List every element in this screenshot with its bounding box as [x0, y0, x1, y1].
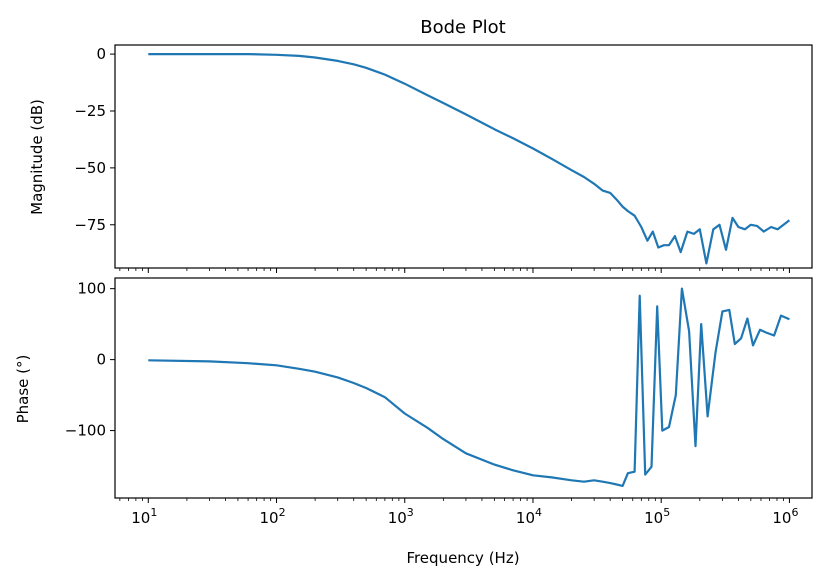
y-tick-label: −75 — [74, 216, 106, 234]
magnitude-y-ticks: 0 −25 −50 −75 — [74, 45, 115, 234]
x-tick-label: 105 — [644, 506, 670, 527]
phase-axes-frame — [114, 277, 813, 499]
y-tick-label: 100 — [77, 280, 106, 298]
y-tick-label: 0 — [96, 351, 106, 369]
y-tick-label: −100 — [65, 422, 106, 440]
magnitude-axes-frame — [114, 44, 813, 269]
x-tick-label: 106 — [772, 506, 798, 527]
x-tick-label: 102 — [259, 506, 285, 527]
x-tick-label: 103 — [388, 506, 414, 527]
y-tick-label: −50 — [74, 159, 106, 177]
phase-y-ticks: 100 0 −100 — [65, 280, 115, 440]
x-axis-label: Frequency (Hz) — [406, 549, 519, 567]
phase-x-ticks: 101 102 103 104 105 106 — [119, 498, 798, 527]
x-tick-label: 104 — [516, 506, 542, 527]
x-tick-label: 101 — [131, 506, 157, 527]
phase-series-group — [148, 287, 790, 487]
y-tick-label: −25 — [74, 102, 106, 120]
plot-title: Bode Plot — [420, 17, 506, 38]
magnitude-y-axis-label: Magnitude (dB) — [28, 99, 46, 215]
phase-axes: 101 102 103 104 105 106 100 0 −100 Phase (°) Fr… — [14, 277, 813, 567]
magnitude-axes: 0 −25 −50 −75 Magnitude (dB) — [28, 44, 813, 273]
magnitude-series-line — [148, 53, 791, 265]
phase-series-line — [148, 287, 790, 487]
y-tick-label: 0 — [96, 45, 106, 63]
phase-y-axis-label: Phase (°) — [14, 355, 32, 424]
magnitude-series-group — [148, 53, 791, 265]
